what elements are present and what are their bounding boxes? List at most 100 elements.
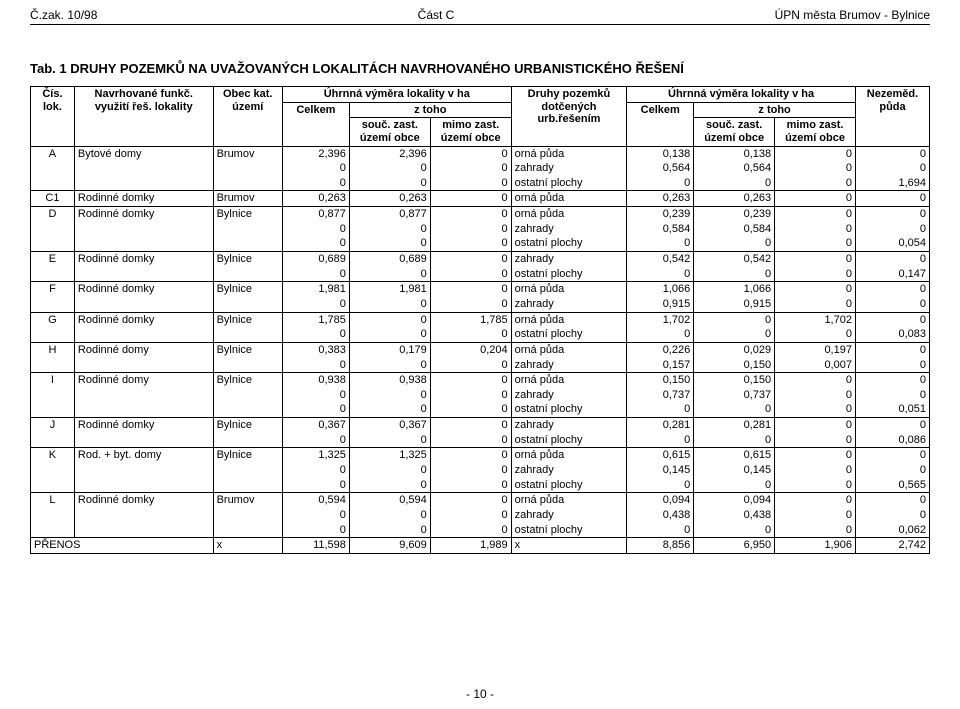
table-cell: 0,594 (349, 493, 430, 508)
table-cell: 0 (855, 282, 929, 297)
table-cell: 0,197 (775, 342, 856, 357)
table-row: 000zahrady0,7370,73700 (31, 388, 930, 403)
table-cell: 0 (430, 146, 511, 161)
table-cell: 0 (855, 358, 929, 373)
table-cell: Rodinné domky (74, 191, 213, 207)
table-cell: 0 (855, 493, 929, 508)
table-cell (31, 433, 75, 448)
table-cell (213, 508, 282, 523)
table-cell: 0 (430, 252, 511, 267)
table-cell: 0 (349, 312, 430, 327)
table-cell: 0 (775, 402, 856, 417)
table-cell: 0 (775, 252, 856, 267)
table-cell (74, 161, 213, 176)
table-cell: Brumov (213, 146, 282, 161)
table-cell: 0,281 (694, 418, 775, 433)
th-souc-r: souč. zast. území obce (694, 118, 775, 146)
table-cell: 0 (430, 418, 511, 433)
table-cell: 0,615 (694, 448, 775, 463)
table-cell: orná půda (511, 373, 627, 388)
table-cell: 0,383 (282, 342, 349, 357)
table-cell: 0,263 (349, 191, 430, 207)
table-row: IRodinné domyBylnice0,9380,9380orná půda… (31, 373, 930, 388)
table-cell: 0 (430, 222, 511, 237)
table-cell: Bylnice (213, 312, 282, 327)
table-cell: 0,145 (627, 463, 694, 478)
table-cell: 0 (430, 388, 511, 403)
table-cell: Rodinné domky (74, 312, 213, 327)
table-cell: 0,094 (627, 493, 694, 508)
table-cell: 0 (430, 207, 511, 222)
table-cell: 0 (282, 388, 349, 403)
table-cell: 0 (349, 297, 430, 312)
th-celkem-r: Celkem (627, 102, 694, 146)
table-cell: 0 (349, 433, 430, 448)
table-cell: 0 (430, 523, 511, 538)
table-cell: 0,051 (855, 402, 929, 417)
table-cell: 0 (855, 207, 929, 222)
table-cell: 0,150 (627, 373, 694, 388)
table-cell: zahrady (511, 161, 627, 176)
table-cell: 0 (349, 463, 430, 478)
page-header: Č.zak. 10/98 Část C ÚPN města Brumov - B… (30, 8, 930, 25)
table-cell: 0 (855, 418, 929, 433)
table-cell: zahrady (511, 388, 627, 403)
table-cell: Brumov (213, 191, 282, 207)
page: Č.zak. 10/98 Část C ÚPN města Brumov - B… (0, 0, 960, 709)
table-cell: 0,367 (282, 418, 349, 433)
table-cell: 0,565 (855, 478, 929, 493)
table-row: 000zahrady0,4380,43800 (31, 508, 930, 523)
table-cell: 0 (430, 236, 511, 251)
table-cell: 1,066 (694, 282, 775, 297)
table-cell: 0 (775, 433, 856, 448)
table-row: 000ostatní plochy0000,054 (31, 236, 930, 251)
table-cell: Bytové domy (74, 146, 213, 161)
table-cell: 0 (349, 508, 430, 523)
table-cell: 0 (775, 236, 856, 251)
table-row: ABytové domyBrumov2,3962,3960orná půda0,… (31, 146, 930, 161)
table-cell (74, 222, 213, 237)
table-cell: 0 (282, 176, 349, 191)
table-cell (213, 267, 282, 282)
table-cell: 0 (282, 267, 349, 282)
table-cell: 0 (775, 327, 856, 342)
totals-cell: PŘENOS (31, 538, 214, 554)
table-row: 000ostatní plochy0000,051 (31, 402, 930, 417)
table-cell: K (31, 448, 75, 463)
header-center: Část C (418, 8, 455, 22)
table-cell (31, 402, 75, 417)
table-cell: 0 (855, 146, 929, 161)
table-cell: 0 (775, 191, 856, 207)
table-cell: ostatní plochy (511, 523, 627, 538)
table-cell (74, 297, 213, 312)
table-cell: 0,938 (349, 373, 430, 388)
table-cell: 0 (775, 282, 856, 297)
table-cell: 0 (430, 448, 511, 463)
table-cell: 0,263 (694, 191, 775, 207)
th-cis-lok: Čís. lok. (31, 87, 75, 147)
table-cell: 0,179 (349, 342, 430, 357)
table-cell: 1,325 (282, 448, 349, 463)
table-cell: 0 (775, 222, 856, 237)
table-cell: ostatní plochy (511, 267, 627, 282)
table-row: LRodinné domkyBrumov0,5940,5940orná půda… (31, 493, 930, 508)
table-cell (213, 388, 282, 403)
table-title: Tab. 1 DRUHY POZEMKŮ NA UVAŽOVANÝCH LOKA… (30, 61, 930, 76)
table-cell: 0 (349, 478, 430, 493)
table-cell (213, 478, 282, 493)
table-cell: 0,138 (694, 146, 775, 161)
table-cell: 0,938 (282, 373, 349, 388)
table-cell: 0 (775, 176, 856, 191)
table-cell: Bylnice (213, 418, 282, 433)
table-cell: 0 (855, 222, 929, 237)
table-row: FRodinné domkyBylnice1,9811,9810orná půd… (31, 282, 930, 297)
totals-cell: 11,598 (282, 538, 349, 554)
table-cell: ostatní plochy (511, 327, 627, 342)
table-cell: 0,145 (694, 463, 775, 478)
table-cell: 0 (775, 207, 856, 222)
table-cell: ostatní plochy (511, 433, 627, 448)
table-cell: 0,263 (282, 191, 349, 207)
table-row: 000ostatní plochy0001,694 (31, 176, 930, 191)
table-cell: 0,689 (282, 252, 349, 267)
table-cell: 0 (349, 222, 430, 237)
